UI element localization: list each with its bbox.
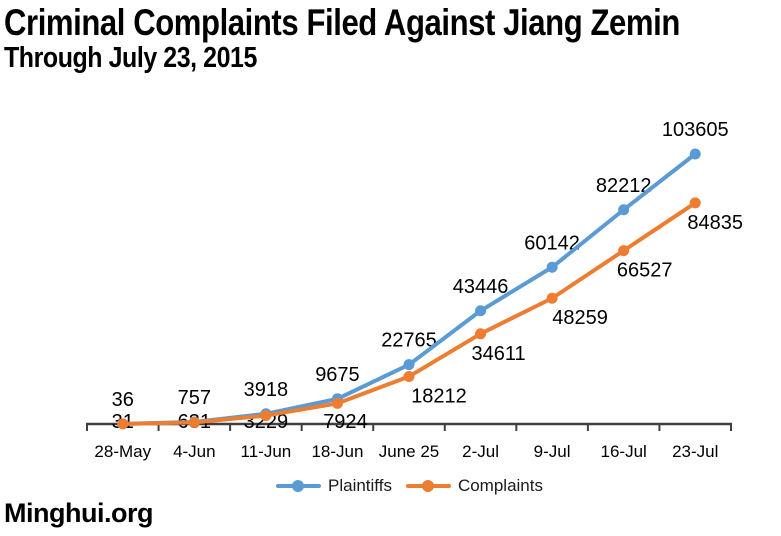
chart-legend: Plaintiffs Complaints xyxy=(87,474,732,498)
data-point-plaintiffs xyxy=(475,305,487,317)
x-axis-label: 18-Jun xyxy=(311,442,363,461)
legend-item-complaints: Complaints xyxy=(405,476,543,496)
chart-title-line2: Through July 23, 2015 xyxy=(4,42,257,74)
x-axis-label: 28-May xyxy=(94,442,151,461)
x-axis-label: 4-Jun xyxy=(173,442,216,461)
x-axis-label: 16-Jul xyxy=(601,442,647,461)
complaints-series-marker-icon xyxy=(405,480,451,492)
x-axis-label: 11-Jun xyxy=(241,442,292,461)
data-label-plaintiffs: 82212 xyxy=(596,175,652,197)
data-label-complaints: 48259 xyxy=(552,307,608,329)
data-label-plaintiffs: 757 xyxy=(178,387,211,409)
x-axis-label: June 25 xyxy=(379,442,440,461)
data-point-plaintiffs xyxy=(618,204,630,216)
data-label-plaintiffs: 103605 xyxy=(662,119,729,141)
source-attribution: Minghui.org xyxy=(4,498,153,528)
data-label-complaints: 7924 xyxy=(323,411,368,433)
x-axis-label: 9-Jul xyxy=(534,442,571,461)
data-point-complaints xyxy=(260,410,272,422)
x-axis-label: 2-Jul xyxy=(462,442,499,461)
data-point-plaintiffs xyxy=(403,359,415,371)
legend-item-plaintiffs: Plaintiffs xyxy=(276,476,392,496)
chart-title-line1: Criminal Complaints Filed Against Jiang … xyxy=(4,2,680,43)
data-point-complaints xyxy=(117,418,129,430)
legend-label-plaintiffs: Plaintiffs xyxy=(328,476,392,495)
data-label-plaintiffs: 9675 xyxy=(315,364,360,386)
data-label-complaints: 84835 xyxy=(687,212,743,234)
x-axis-label: 23-Jul xyxy=(672,442,718,461)
data-point-complaints xyxy=(618,245,630,257)
data-point-complaints xyxy=(475,328,487,340)
data-point-plaintiffs xyxy=(689,148,701,160)
data-point-plaintiffs xyxy=(546,261,558,273)
data-point-complaints xyxy=(689,197,701,209)
data-point-complaints xyxy=(546,292,558,304)
data-point-complaints xyxy=(331,397,343,409)
data-label-complaints: 18212 xyxy=(411,386,467,408)
data-label-plaintiffs: 3918 xyxy=(244,379,289,401)
data-label-plaintiffs: 60142 xyxy=(524,232,580,254)
data-label-complaints: 66527 xyxy=(617,260,673,282)
data-label-complaints: 34611 xyxy=(471,343,525,365)
data-point-complaints xyxy=(188,416,200,428)
legend-label-complaints: Complaints xyxy=(457,476,543,495)
data-label-plaintiffs: 36 xyxy=(112,389,134,411)
data-label-plaintiffs: 22765 xyxy=(381,330,437,352)
data-label-plaintiffs: 43446 xyxy=(453,276,509,298)
plaintiffs-series-marker-icon xyxy=(276,480,321,492)
data-point-complaints xyxy=(403,371,415,383)
